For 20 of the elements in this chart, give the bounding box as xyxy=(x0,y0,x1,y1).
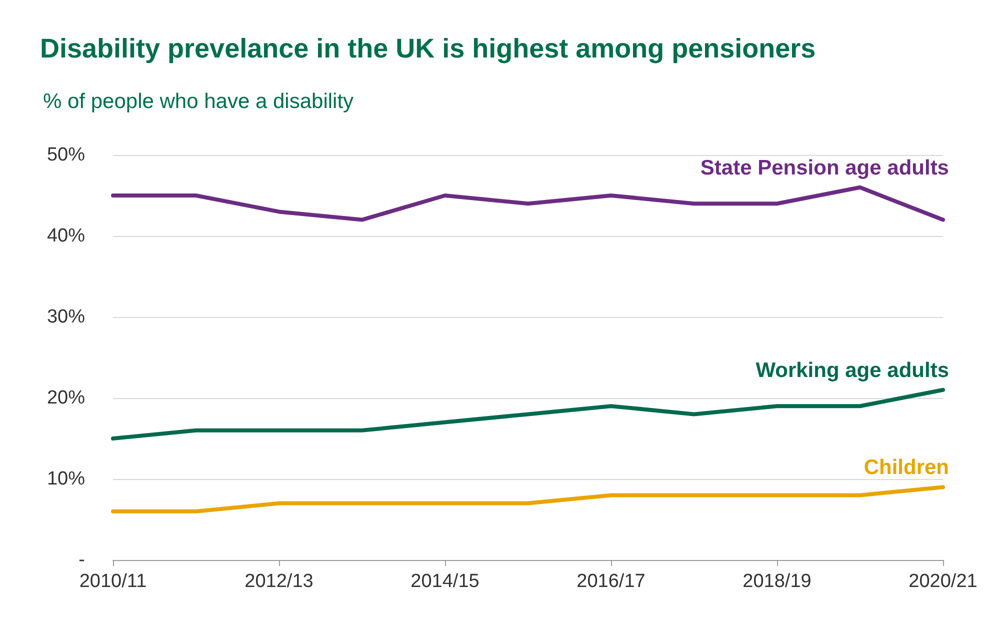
y-tick-label: 30% xyxy=(46,306,86,328)
y-tick-label: - xyxy=(78,550,85,570)
x-tick-label: 2018/19 xyxy=(742,571,812,592)
line-series xyxy=(111,185,945,222)
y-tick-label: 40% xyxy=(46,226,86,246)
line-series xyxy=(111,388,945,440)
x-tick-label: 2020/21 xyxy=(908,571,978,592)
y-tick-label: 10% xyxy=(46,468,86,490)
x-tick-label: 2012/13 xyxy=(244,571,314,592)
x-tick-label: 2010/11 xyxy=(79,571,147,592)
line-series xyxy=(111,485,945,514)
y-tick-label: 20% xyxy=(46,388,86,408)
series-label: Children xyxy=(864,456,949,480)
chart-subtitle: % of people who have a disability xyxy=(43,90,354,113)
series-label: Working age adults xyxy=(756,358,949,382)
x-tick-label: 2016/17 xyxy=(576,571,646,592)
series-label: State Pension age adults xyxy=(700,156,949,180)
chart-title: Disability prevelance in the UK is highest among pensioners xyxy=(40,34,816,64)
x-tick-label: 2014/15 xyxy=(410,571,480,592)
y-tick-label: 50% xyxy=(46,144,86,166)
